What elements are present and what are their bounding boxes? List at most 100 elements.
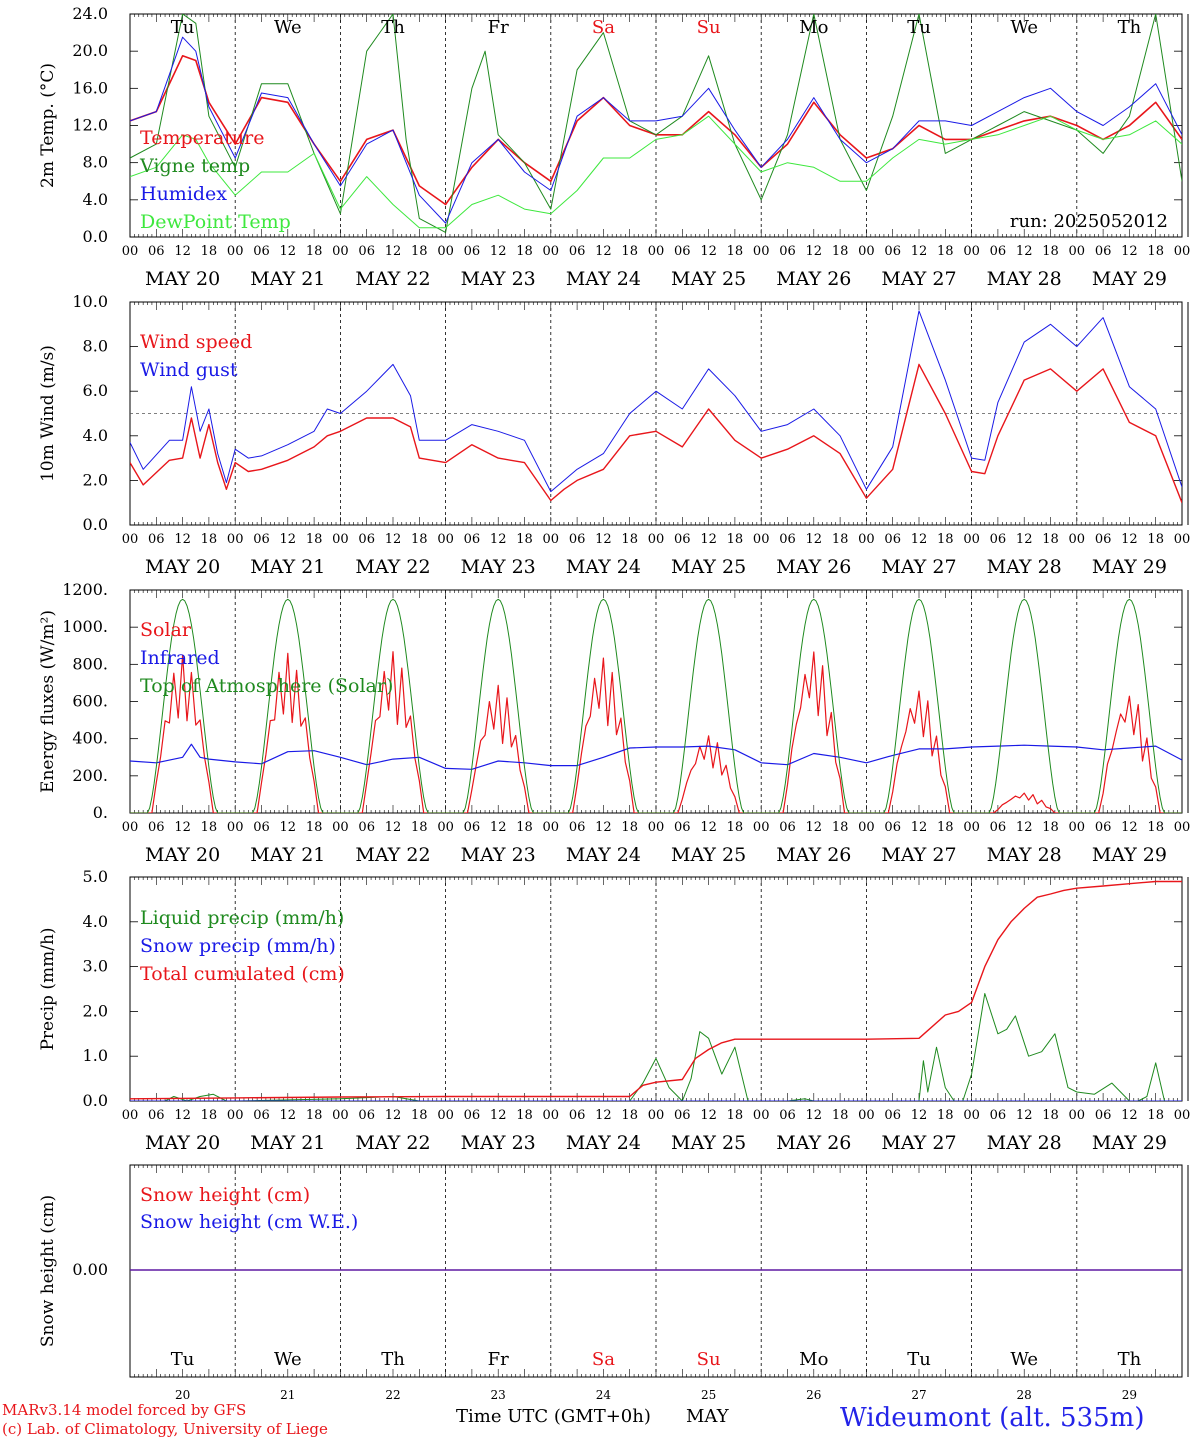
x-hour-label: 00: [227, 532, 244, 547]
x-hour-label: 00: [858, 820, 875, 835]
x-hour-label: 06: [990, 244, 1007, 259]
x-hour-label: 00: [1174, 820, 1191, 835]
x-hour-label: 12: [595, 244, 612, 259]
x-hour-label: 00: [227, 1108, 244, 1123]
x-hour-label: 18: [411, 244, 428, 259]
day-number: 20: [175, 1388, 190, 1402]
x-hour-label: 12: [174, 244, 191, 259]
x-day-label: MAY 21: [250, 1132, 325, 1154]
day-number: 24: [596, 1388, 612, 1402]
weekday-label: Tu: [907, 1349, 931, 1370]
y-tick-label: 1200.: [62, 580, 108, 599]
y-tick-label: 0.00: [72, 1260, 108, 1279]
x-day-label: MAY 24: [566, 844, 641, 866]
x-day-label: MAY 25: [671, 1132, 746, 1154]
weekday-label: We: [1010, 17, 1038, 38]
y-tick-label: 200.: [72, 766, 108, 785]
x-day-label: MAY 29: [1092, 268, 1167, 290]
legend-entry: Liquid precip (mm/h): [140, 907, 344, 929]
x-day-label: MAY 27: [881, 556, 956, 578]
lab-credit: (c) Lab. of Climatology, University of L…: [2, 1420, 328, 1438]
x-hour-label: 06: [990, 532, 1007, 547]
month-label: MAY: [686, 1406, 729, 1427]
x-hour-label: 12: [595, 820, 612, 835]
x-hour-label: 00: [648, 244, 665, 259]
x-hour-label: 12: [911, 532, 928, 547]
x-hour-label: 18: [1147, 1108, 1164, 1123]
x-hour-label: 12: [1121, 820, 1138, 835]
x-hour-label: 06: [1095, 532, 1112, 547]
x-hour-label: 18: [832, 820, 849, 835]
weekday-label: Sa: [592, 1349, 615, 1370]
series-temperature-line: [130, 54, 1182, 206]
legend-entry: Infrared: [140, 647, 220, 669]
x-hour-label: 00: [1069, 820, 1086, 835]
x-hour-label: 06: [884, 532, 901, 547]
x-hour-label: 18: [937, 820, 954, 835]
x-hour-label: 00: [332, 820, 349, 835]
x-hour-label: 12: [280, 244, 297, 259]
x-hour-label: 06: [464, 244, 481, 259]
x-hour-label: 00: [1069, 1108, 1086, 1123]
series-humidex-line: [130, 36, 1182, 224]
x-hour-label: 00: [858, 532, 875, 547]
x-hour-label: 00: [963, 1108, 980, 1123]
y-tick-label: 6.0: [83, 381, 108, 400]
x-hour-label: 06: [884, 1108, 901, 1123]
x-hour-label: 06: [569, 532, 586, 547]
x-hour-label: 12: [1016, 820, 1033, 835]
y-tick-label: 4.0: [83, 912, 108, 931]
x-day-label: MAY 29: [1092, 556, 1167, 578]
x-hour-label: 06: [569, 1108, 586, 1123]
x-hour-label: 06: [990, 820, 1007, 835]
station-label: Wideumont (alt. 535m): [840, 1403, 1145, 1433]
y-tick-label: 24.0: [72, 4, 108, 23]
x-hour-label: 12: [174, 820, 191, 835]
model-credit: MARv3.14 model forced by GFS: [2, 1401, 247, 1419]
x-day-label: MAY 26: [776, 844, 851, 866]
series-total-cumulated-cm-line: [130, 880, 1182, 1100]
series-top-of-atmosphere-solar-line: [130, 598, 1182, 813]
x-hour-label: 06: [253, 244, 270, 259]
x-hour-label: 00: [437, 532, 454, 547]
x-hour-label: 00: [122, 820, 139, 835]
x-day-label: MAY 26: [776, 268, 851, 290]
x-day-label: MAY 22: [355, 1132, 430, 1154]
x-day-label: MAY 22: [355, 268, 430, 290]
legend-entry: Snow height (cm W.E.): [140, 1211, 358, 1233]
weekday-label: We: [1010, 1349, 1038, 1370]
x-hour-label: 12: [490, 1108, 507, 1123]
y-tick-label: 4.0: [83, 426, 108, 445]
x-hour-label: 18: [1147, 532, 1164, 547]
legend-entry: DewPoint Temp: [140, 211, 291, 233]
y-tick-label: 0.: [93, 803, 108, 822]
weekday-label: Mo: [799, 1349, 828, 1370]
x-hour-label: 00: [543, 820, 560, 835]
x-hour-label: 18: [411, 532, 428, 547]
x-hour-label: 06: [358, 532, 375, 547]
x-hour-label: 18: [201, 532, 218, 547]
day-number: 27: [911, 1388, 926, 1402]
x-hour-label: 00: [332, 532, 349, 547]
x-hour-label: 18: [832, 244, 849, 259]
x-hour-label: 00: [1174, 1108, 1191, 1123]
y-axis-label: Precip (mm/h): [38, 927, 58, 1050]
x-hour-label: 06: [253, 1108, 270, 1123]
x-hour-label: 00: [227, 820, 244, 835]
x-hour-label: 18: [306, 1108, 323, 1123]
x-hour-label: 12: [1016, 244, 1033, 259]
legend-entry: Temperature: [140, 127, 264, 149]
x-hour-label: 18: [306, 244, 323, 259]
x-day-label: MAY 23: [461, 268, 536, 290]
x-hour-label: 12: [806, 820, 823, 835]
x-hour-label: 12: [806, 532, 823, 547]
panel-temperature: [129, 13, 1189, 238]
x-day-label: MAY 21: [250, 556, 325, 578]
x-hour-label: 06: [779, 820, 796, 835]
x-hour-label: 12: [385, 532, 402, 547]
x-hour-label: 18: [201, 820, 218, 835]
x-day-label: MAY 29: [1092, 844, 1167, 866]
x-hour-label: 18: [937, 1108, 954, 1123]
x-hour-label: 18: [727, 820, 744, 835]
